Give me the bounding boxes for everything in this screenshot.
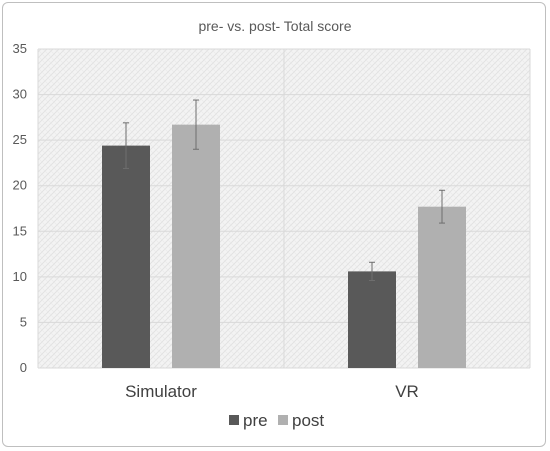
chart-title: pre- vs. post- Total score [198,18,351,34]
error-bars [123,99,445,282]
category-label-simulator: Simulator [125,382,197,401]
category-label-vr: VR [395,382,419,401]
y-tick-label: 15 [13,223,27,238]
bar-post-vr [418,206,466,368]
y-tick-label: 10 [13,269,27,284]
y-tick-label: 20 [13,178,27,193]
bar-post-simulator [172,124,220,368]
legend: pre post [229,411,324,430]
y-tick-label: 0 [20,360,27,375]
y-tick-label: 25 [13,132,27,147]
y-tick-label: 30 [13,87,27,102]
bar-pre-simulator [102,145,150,368]
legend-swatch-post [278,415,288,425]
y-tick-label: 5 [20,314,27,329]
legend-label-post: post [292,411,324,430]
y-tick-label: 35 [13,41,27,56]
bars [102,124,466,368]
legend-label-pre: pre [243,411,268,430]
bar-pre-vr [348,271,396,368]
x-axis-categories: Simulator VR [125,382,419,401]
legend-swatch-pre [229,415,239,425]
y-axis-ticks: 0 5 10 15 20 25 30 35 [13,41,27,375]
